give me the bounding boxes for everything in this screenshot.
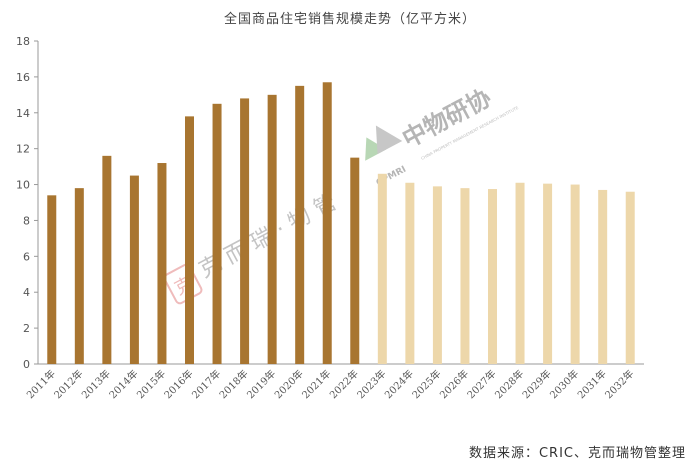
x-axis-labels: 2011年2012年2013年2014年2015年2016年2017年2018年…: [24, 367, 637, 401]
bar: [432, 186, 442, 364]
x-tick-label: 2011年: [24, 367, 58, 401]
bar: [625, 191, 635, 364]
x-tick-label: 2016年: [161, 367, 195, 401]
x-tick-label: 2015年: [134, 367, 168, 401]
bar: [129, 175, 139, 364]
y-tick-label: 8: [23, 214, 30, 227]
bar: [598, 189, 608, 364]
bar: [212, 103, 222, 365]
x-tick-label: 2014年: [106, 367, 140, 401]
cpmri-watermark: CPMRI 中物研协 CHINA PROPERTY MANAGEMENT RES…: [365, 84, 520, 189]
x-tick-label: 2019年: [244, 367, 278, 401]
y-tick-label: 4: [23, 286, 30, 299]
y-tick-label: 12: [16, 143, 30, 156]
y-tick-label: 16: [16, 71, 30, 84]
x-tick-label: 2027年: [464, 367, 498, 401]
bar: [240, 98, 250, 364]
bar: [350, 157, 360, 364]
x-tick-label: 2021年: [299, 367, 333, 401]
x-tick-label: 2012年: [51, 367, 85, 401]
x-tick-label: 2022年: [327, 367, 361, 401]
x-tick-label: 2029年: [519, 367, 553, 401]
y-tick-label: 6: [23, 250, 30, 263]
x-tick-label: 2017年: [189, 367, 223, 401]
bar: [543, 183, 553, 364]
bar: [570, 184, 580, 364]
bars: [47, 82, 635, 365]
kerui-seal-icon: 克: [163, 263, 203, 305]
y-tick-label: 0: [23, 358, 30, 371]
source-note: 数据来源：CRIC、克而瑞物管整理: [468, 446, 686, 461]
x-tick-label: 2030年: [547, 367, 581, 401]
y-tick-label: 18: [16, 35, 30, 48]
chart-title: 全国商品住宅销售规模走势（亿平方米）: [223, 12, 476, 27]
x-tick-label: 2026年: [437, 367, 471, 401]
y-tick-label: 2: [23, 322, 30, 335]
bar: [157, 163, 167, 364]
bar: [47, 195, 57, 364]
x-tick-label: 2018年: [216, 367, 250, 401]
axes: 0 2 4 6 8 10 12 14 16 18: [16, 35, 644, 371]
bar: [74, 188, 84, 364]
cpmri-logo-icon: [365, 125, 403, 161]
bar: [515, 182, 525, 364]
bar: [460, 188, 470, 364]
bar: [488, 189, 497, 364]
x-tick-label: 2025年: [409, 367, 443, 401]
x-tick-label: 2028年: [492, 367, 526, 401]
y-tick-label: 14: [16, 107, 30, 120]
bar: [295, 85, 305, 364]
x-tick-label: 2020年: [272, 367, 306, 401]
x-tick-label: 2032年: [602, 367, 636, 401]
x-tick-label: 2023年: [354, 367, 388, 401]
x-tick-label: 2024年: [382, 367, 416, 401]
bar: [185, 116, 194, 364]
bar: [102, 155, 112, 364]
bar: [267, 94, 277, 364]
bar: [377, 173, 387, 364]
x-tick-label: 2031年: [575, 367, 609, 401]
bar: [322, 82, 332, 365]
y-tick-label: 10: [16, 179, 30, 192]
bar: [405, 182, 415, 364]
x-tick-label: 2013年: [79, 367, 113, 401]
